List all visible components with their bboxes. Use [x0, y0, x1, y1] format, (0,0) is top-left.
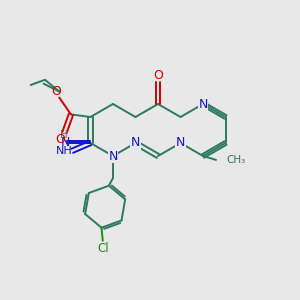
- Text: O: O: [56, 133, 65, 146]
- Text: CH₃: CH₃: [226, 155, 245, 165]
- Text: N: N: [60, 136, 70, 149]
- Text: N: N: [131, 136, 140, 149]
- Text: NH: NH: [56, 146, 73, 156]
- Text: N: N: [108, 149, 118, 163]
- Text: N: N: [176, 136, 185, 149]
- Text: N: N: [198, 98, 208, 110]
- Text: Cl: Cl: [97, 242, 109, 255]
- Text: H: H: [60, 130, 68, 140]
- Text: O: O: [51, 85, 61, 98]
- Text: O: O: [153, 69, 163, 82]
